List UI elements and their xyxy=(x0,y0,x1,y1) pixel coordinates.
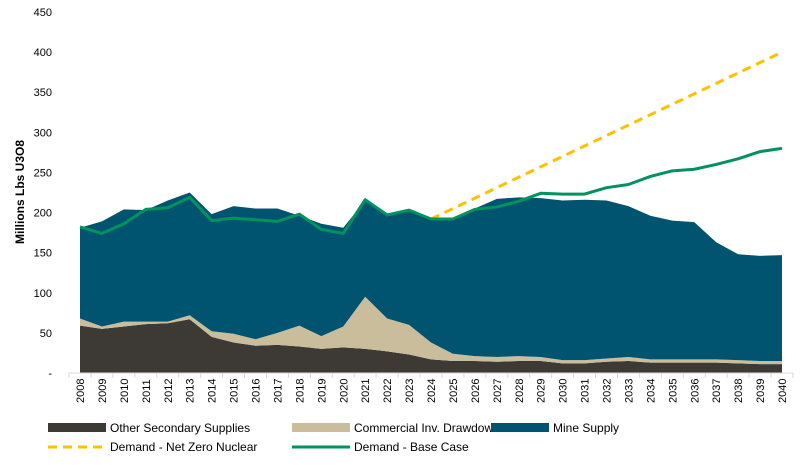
x-tick-label: 2035 xyxy=(667,379,679,403)
legend-item: Other Secondary Supplies xyxy=(48,421,250,435)
x-tick-label: 2022 xyxy=(382,379,394,403)
legend-item: Mine Supply xyxy=(491,421,619,435)
area-other-secondary-supplies xyxy=(80,319,782,373)
x-tick-label: 2029 xyxy=(536,379,548,403)
area-mine-supply xyxy=(80,192,782,361)
x-tick-label: 2012 xyxy=(163,379,175,403)
legend-label: Demand - Net Zero Nuclear xyxy=(110,440,257,454)
x-tick-label: 2008 xyxy=(75,379,87,403)
x-tick-label: 2017 xyxy=(272,379,284,403)
legend-label: Other Secondary Supplies xyxy=(110,421,250,435)
y-tick-label: 400 xyxy=(34,47,52,59)
x-tick-label: 2033 xyxy=(623,379,635,403)
y-tick-label: 200 xyxy=(34,208,52,220)
x-tick-label: 2030 xyxy=(558,379,570,403)
x-tick-label: 2028 xyxy=(514,379,526,403)
legend-item: Commercial Inv. Drawdown/Sales xyxy=(292,421,533,435)
legend-label: Commercial Inv. Drawdown/Sales xyxy=(354,421,533,435)
x-tick-label: 2021 xyxy=(360,379,372,403)
x-tick-label: 2020 xyxy=(338,379,350,403)
line-demand-net-zero-nuclear xyxy=(430,50,783,221)
legend-item: Demand - Base Case xyxy=(292,440,469,454)
demand-lines xyxy=(79,50,783,235)
x-tick-label: 2036 xyxy=(689,379,701,403)
stacked-areas xyxy=(80,192,782,373)
x-tick-label: 2026 xyxy=(470,379,482,403)
legend-label: Demand - Base Case xyxy=(354,440,469,454)
y-tick-label: 350 xyxy=(34,87,52,99)
x-tick-label: 2038 xyxy=(733,379,745,403)
x-tick-label: 2039 xyxy=(755,379,767,403)
legend-swatch xyxy=(48,423,106,432)
y-tick-label: 300 xyxy=(34,127,52,139)
x-tick-label: 2018 xyxy=(294,379,306,403)
line-demand-base-case xyxy=(79,146,783,235)
x-tick-label: 2010 xyxy=(119,379,131,403)
x-tick-label: 2013 xyxy=(185,379,197,403)
legend: Other Secondary Supplies Commercial Inv. … xyxy=(48,421,619,454)
y-tick-label: 50 xyxy=(40,328,52,340)
x-tick-label: 2031 xyxy=(580,379,592,403)
y-tick-label: - xyxy=(48,368,52,380)
x-tick-label: 2034 xyxy=(645,379,657,403)
x-tick-label: 2027 xyxy=(492,379,504,403)
x-tick-label: 2014 xyxy=(207,379,219,403)
axes: - 50 100 150 200 250 300 350 400 450 2008 2009 2010 2… xyxy=(34,7,794,403)
y-axis-title: Millions Lbs U3O8 xyxy=(13,140,27,244)
area-commercial-inv-drawdown-sales xyxy=(80,296,782,365)
x-tick-label: 2032 xyxy=(602,379,614,403)
x-tick-label: 2019 xyxy=(316,379,328,403)
x-tick-label: 2009 xyxy=(97,379,109,403)
x-tick-label: 2037 xyxy=(711,379,723,403)
y-tick-label: 100 xyxy=(34,288,52,300)
x-tick-label: 2015 xyxy=(229,379,241,403)
legend-swatch xyxy=(491,423,549,432)
legend-item: Demand - Net Zero Nuclear xyxy=(48,440,257,454)
y-tick-label: 150 xyxy=(34,248,52,260)
legend-label: Mine Supply xyxy=(553,421,619,435)
x-tick-label: 2023 xyxy=(404,379,416,403)
y-tick-label: 250 xyxy=(34,167,52,179)
y-tick-label: 450 xyxy=(34,7,52,19)
x-tick-label: 2016 xyxy=(251,379,263,403)
x-tick-label: 2025 xyxy=(448,379,460,403)
legend-swatch xyxy=(292,423,350,432)
x-tick-label: 2024 xyxy=(426,379,438,403)
x-tick-label: 2040 xyxy=(777,379,789,403)
x-tick-label: 2011 xyxy=(141,379,153,403)
